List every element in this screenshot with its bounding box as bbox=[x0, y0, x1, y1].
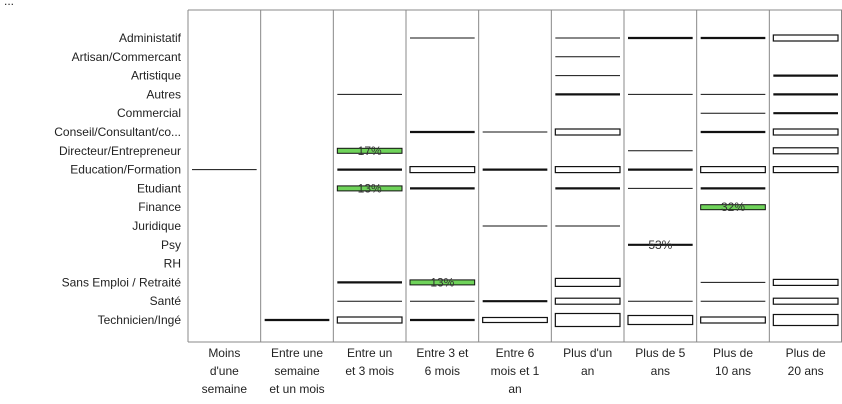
cell-mark bbox=[409, 166, 476, 174]
cell-mark bbox=[554, 312, 621, 328]
row-label: Artistique bbox=[131, 69, 181, 83]
row-label: Directeur/Entrepreneur bbox=[59, 144, 181, 158]
row-label: Psy bbox=[161, 238, 181, 252]
row-label: Finance bbox=[138, 200, 181, 214]
column-label: Plus d'un an bbox=[563, 346, 612, 378]
cell-mark bbox=[482, 316, 548, 324]
row-label: Conseil/Consultant/co... bbox=[54, 125, 181, 139]
cell-mark bbox=[772, 297, 839, 305]
cell-mark bbox=[772, 313, 839, 327]
row-label: Administatif bbox=[119, 31, 182, 45]
cell-mark bbox=[627, 314, 694, 326]
column-label: Plus de 20 ans bbox=[786, 346, 826, 378]
cell-mark bbox=[554, 166, 621, 174]
column-label: Entre un et 3 mois bbox=[345, 346, 394, 378]
cell-percentage-label: 32% bbox=[721, 200, 745, 214]
cell-mark bbox=[554, 128, 621, 136]
row-label: RH bbox=[164, 257, 181, 271]
row-label: Commercial bbox=[117, 106, 181, 120]
cell-mark bbox=[336, 316, 403, 324]
cell-percentage-label: 17% bbox=[358, 144, 382, 158]
row-label: Artisan/Commercant bbox=[72, 50, 182, 64]
cell-mark bbox=[554, 297, 621, 305]
cell-mark-highlight bbox=[336, 147, 403, 154]
cell-percentage-label: 13% bbox=[358, 181, 382, 195]
row-label: Autres bbox=[146, 87, 181, 101]
row-label: Education/Formation bbox=[70, 163, 181, 177]
cell-marks bbox=[192, 34, 839, 328]
cell-mark-highlight bbox=[409, 279, 476, 286]
cell-mark bbox=[554, 277, 621, 287]
column-labels: Moins d'une semaine Entre une semaine et un m… bbox=[202, 346, 826, 396]
cell-mark bbox=[700, 316, 766, 324]
cell-mark bbox=[700, 166, 766, 174]
row-labels: Administatif Artisan/Commercant Artistique… bbox=[54, 31, 181, 327]
cell-mark bbox=[772, 147, 839, 155]
cell-mark-highlight bbox=[700, 204, 766, 211]
column-label: Entre 6 mois et 1 an bbox=[491, 346, 540, 396]
cell-mark-highlight bbox=[336, 185, 403, 192]
cell-mark bbox=[772, 278, 839, 286]
row-label: Etudiant bbox=[137, 181, 182, 195]
truncated-header: ... bbox=[4, 0, 14, 8]
column-label: Entre une semaine et un mois bbox=[269, 346, 324, 396]
column-label: Moins d'une semaine bbox=[202, 346, 248, 396]
row-label: Sans Emploi / Retraité bbox=[62, 275, 182, 289]
column-label: Plus de 5 ans bbox=[635, 346, 685, 378]
row-label: Technicien/Ingé bbox=[98, 313, 182, 327]
cell-percentage-label: 53% bbox=[648, 238, 672, 252]
cell-mark bbox=[772, 166, 839, 174]
row-label: Juridique bbox=[132, 219, 181, 233]
percentage-labels: 17% 13% 13% 53% 32% bbox=[358, 144, 746, 290]
column-label: Entre 3 et 6 mois bbox=[416, 346, 469, 378]
column-label: Plus de 10 ans bbox=[713, 346, 753, 378]
cell-percentage-label: 13% bbox=[430, 275, 454, 289]
cell-mark bbox=[772, 128, 839, 136]
cell-mark bbox=[772, 34, 839, 42]
plot-frame bbox=[187, 9, 842, 343]
row-label: Santé bbox=[150, 294, 182, 308]
